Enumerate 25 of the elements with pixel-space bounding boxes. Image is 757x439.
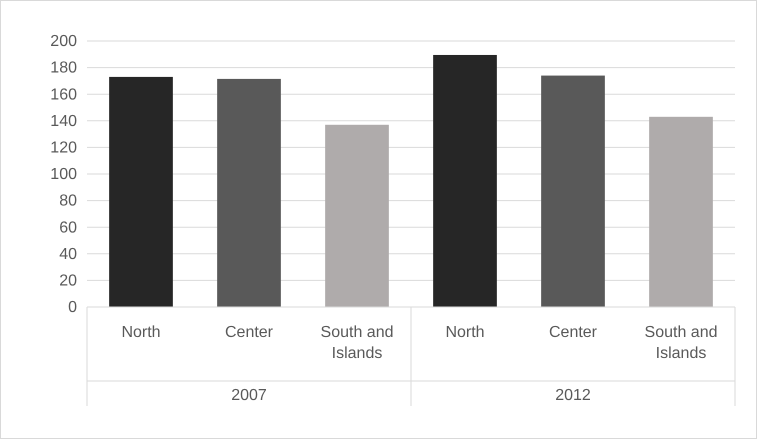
x-tick-label: North: [445, 324, 485, 341]
text: 2012: [555, 387, 591, 404]
y-tick-label: 0: [68, 299, 78, 316]
y-tick-label: 60: [59, 219, 78, 236]
y-tick-label: 140: [50, 112, 78, 130]
x-tick-label: North: [121, 324, 161, 341]
bar: [433, 54, 497, 307]
y-tick-label: 40: [59, 246, 78, 263]
x-tick-label: South and Islands: [320, 324, 394, 362]
x-tick-label: South and Islands: [644, 324, 718, 362]
y-tick-label: 200: [50, 33, 78, 50]
y-tick-label: 180: [50, 60, 78, 77]
text: 2007: [231, 387, 267, 404]
y-tick-label: 160: [50, 86, 78, 104]
y-tick-label: 100: [50, 166, 78, 184]
bar: [325, 124, 389, 307]
y-tick-label: 80: [59, 192, 78, 210]
x-tick-label: Center: [224, 324, 274, 341]
bar: [541, 76, 605, 307]
y-tick-label: 20: [59, 272, 78, 290]
bar: [649, 116, 713, 307]
bar: [217, 78, 281, 307]
x-tick-label: Center: [548, 324, 598, 341]
bar: [109, 76, 173, 307]
y-tick-label: 120: [50, 140, 78, 157]
